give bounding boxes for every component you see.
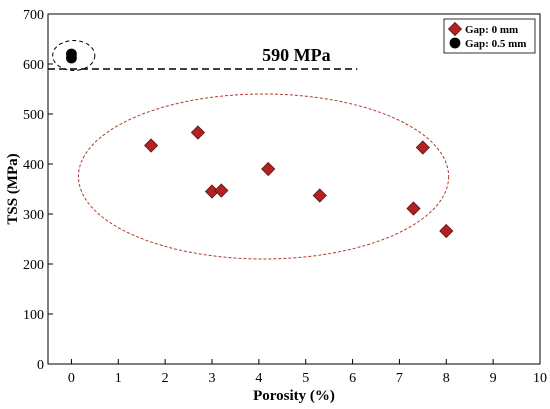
reference-line-label: 590 MPa xyxy=(262,45,330,65)
y-tick-label: 200 xyxy=(23,258,44,273)
x-tick-label: 2 xyxy=(162,371,169,386)
annotations-layer xyxy=(52,40,450,260)
legend: Gap: 0 mm Gap: 0.5 mm xyxy=(443,18,536,54)
y-ticks: 0 100 200 300 400 500 600 700 xyxy=(23,8,53,373)
legend-box xyxy=(443,18,536,54)
x-tick-label: 9 xyxy=(490,371,497,386)
y-tick-label: 700 xyxy=(23,8,44,23)
y-axis-title: TSS (MPa) xyxy=(5,153,21,224)
legend-marker-0 xyxy=(447,21,463,37)
data-point-s0-8 xyxy=(439,223,454,239)
y-tick-label: 400 xyxy=(23,158,44,173)
legend-label-1: Gap: 0.5 mm xyxy=(465,38,526,50)
x-tick-label: 10 xyxy=(533,371,547,386)
x-tick-label: 0 xyxy=(68,371,75,386)
data-point-s0-6 xyxy=(406,201,421,216)
x-tick-label: 6 xyxy=(349,371,356,386)
legend-label-0: Gap: 0 mm xyxy=(465,24,518,36)
y-tick-label: 0 xyxy=(37,358,44,373)
x-tick-label: 8 xyxy=(443,371,450,386)
data-point-s0-7 xyxy=(415,140,430,155)
x-tick-label: 4 xyxy=(255,371,262,386)
data-point-s0-4 xyxy=(261,161,276,177)
y-tick-label: 100 xyxy=(23,308,44,323)
annotation-ellipse-0 xyxy=(77,93,450,260)
y-tick-label: 500 xyxy=(23,108,44,123)
legend-marker-1 xyxy=(449,37,461,49)
plot-frame xyxy=(47,13,541,365)
x-tick-label: 3 xyxy=(209,371,216,386)
data-point-s0-1 xyxy=(190,125,206,140)
data-point-s0-5 xyxy=(312,188,327,203)
x-tick-label: 1 xyxy=(115,371,122,386)
y-tick-label: 600 xyxy=(23,58,44,73)
x-tick-label: 5 xyxy=(302,371,309,386)
data-point-s0-3 xyxy=(214,183,229,198)
x-axis-title: Porosity (%) xyxy=(253,388,335,404)
points-layer xyxy=(66,48,454,239)
annotation-ellipse-1 xyxy=(52,40,96,71)
reference-line-layer: 590 MPa xyxy=(48,45,358,70)
y-tick-label: 300 xyxy=(23,208,44,223)
x-tick-label: 7 xyxy=(396,371,403,386)
x-ticks: 0 1 2 3 4 5 6 7 8 9 10 xyxy=(68,359,547,386)
data-point-s1-1 xyxy=(66,52,77,64)
data-point-s0-0 xyxy=(144,138,159,153)
